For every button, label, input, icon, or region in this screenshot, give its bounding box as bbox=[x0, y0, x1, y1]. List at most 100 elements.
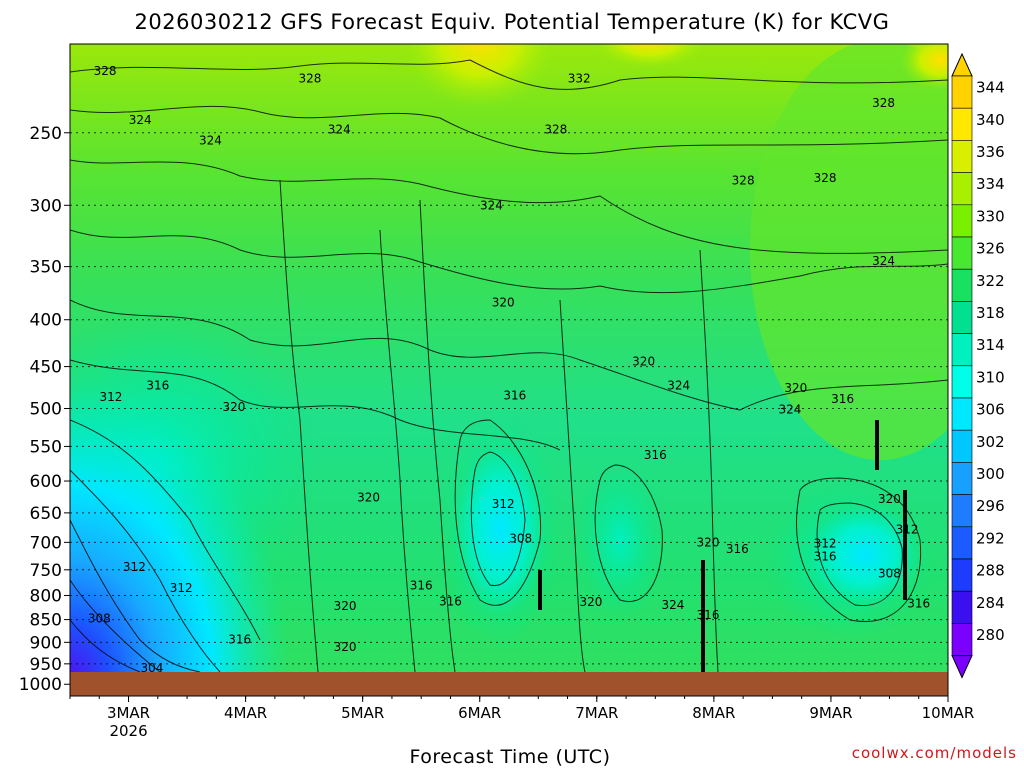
colorbar-swatch bbox=[951, 333, 973, 367]
ground-surface bbox=[70, 672, 948, 696]
contour-label: 320 bbox=[334, 599, 357, 613]
y-tick-label: 600 bbox=[30, 472, 62, 492]
contour-label: 328 bbox=[872, 96, 895, 110]
y-tick-label: 400 bbox=[30, 311, 62, 331]
contour-label: 328 bbox=[299, 71, 322, 85]
y-tick-label: 550 bbox=[30, 437, 62, 457]
colorbar-swatch bbox=[951, 365, 973, 399]
colorbar-label: 340 bbox=[976, 111, 1005, 129]
colorbar-label: 344 bbox=[976, 79, 1005, 97]
colorbar-label: 330 bbox=[976, 207, 1005, 225]
y-tick-label: 800 bbox=[30, 586, 62, 606]
colorbar-swatch bbox=[951, 526, 973, 560]
contour-label: 316 bbox=[439, 594, 462, 608]
contour-label: 316 bbox=[410, 578, 433, 592]
plot-field: 328 328 332 328 324 324 324 328 328 328 324 324 320 3… bbox=[70, 44, 948, 672]
y-tick-label: 1000 bbox=[19, 675, 62, 695]
y-tick-label: 900 bbox=[30, 633, 62, 653]
y-tick-label: 350 bbox=[30, 258, 62, 278]
colorbar-swatch bbox=[951, 397, 973, 431]
x-axis-label: Forecast Time (UTC) bbox=[410, 746, 611, 768]
x-tick-sublabel: 2026 bbox=[109, 722, 147, 740]
contour-labels: 328 328 332 328 324 324 324 328 328 328 324 324 320 3… bbox=[88, 64, 930, 672]
colorbar-label: 288 bbox=[976, 562, 1005, 580]
contour-label: 324 bbox=[872, 254, 895, 268]
contour-label: 320 bbox=[357, 490, 380, 504]
colorbar-top-arrow bbox=[951, 52, 973, 77]
warm-top-center-2 bbox=[590, 44, 710, 70]
contour-label: 324 bbox=[129, 113, 152, 127]
chart-title: 2026030212 GFS Forecast Equiv. Potential… bbox=[135, 10, 890, 34]
colorbar-swatch bbox=[951, 140, 973, 173]
contour-label: 312 bbox=[170, 581, 193, 595]
contour-label: 332 bbox=[568, 71, 591, 85]
colorbar-label: 306 bbox=[976, 401, 1005, 419]
colorbar: 344 340 336 334 330 326 322 318 314 310 306 302 300 2… bbox=[951, 52, 1005, 679]
cold-mid bbox=[455, 445, 545, 615]
x-tick-label: 3MAR bbox=[107, 704, 150, 722]
y-tick-label: 250 bbox=[30, 124, 62, 144]
contour-label: 324 bbox=[779, 402, 802, 416]
contour-label: 316 bbox=[697, 608, 720, 622]
contour-label: 320 bbox=[878, 492, 901, 506]
tight-gradient-lines bbox=[538, 420, 907, 672]
colorbar-label: 334 bbox=[976, 175, 1005, 193]
colorbar-label: 292 bbox=[976, 529, 1005, 547]
y-tick-label: 750 bbox=[30, 561, 62, 581]
contour-label: 316 bbox=[726, 542, 749, 556]
warm-top-center bbox=[400, 44, 560, 110]
colorbar-swatch bbox=[951, 494, 973, 528]
contour-label: 312 bbox=[123, 560, 146, 574]
contour-label: 316 bbox=[503, 389, 526, 403]
contour-label: 324 bbox=[328, 123, 351, 137]
colorbar-swatch bbox=[951, 623, 973, 656]
y-axis: 2503003504004505005506006507007508008509… bbox=[19, 124, 70, 695]
contour-label: 308 bbox=[509, 531, 532, 545]
y-tick-label: 500 bbox=[30, 400, 62, 420]
colorbar-swatch bbox=[951, 107, 973, 141]
contour-label: 312 bbox=[896, 523, 919, 537]
x-tick-label: 4MAR bbox=[224, 704, 267, 722]
contour-label: 328 bbox=[94, 64, 117, 78]
colorbar-bottom-arrow bbox=[951, 655, 973, 679]
contour-label: 320 bbox=[579, 595, 602, 609]
gridlines bbox=[70, 132, 948, 665]
colorbar-label: 318 bbox=[976, 304, 1005, 322]
x-tick-label: 8MAR bbox=[692, 704, 735, 722]
contour-label: 308 bbox=[878, 566, 901, 580]
credit-text: coolwx.com/models bbox=[852, 744, 1017, 762]
colorbar-swatch bbox=[951, 462, 973, 495]
warm-upper-right bbox=[750, 44, 948, 460]
contour-label: 312 bbox=[100, 390, 123, 404]
contour-label: 316 bbox=[814, 549, 837, 563]
y-tick-label: 450 bbox=[30, 358, 62, 378]
contour-label: 312 bbox=[814, 536, 837, 550]
colorbar-label: 310 bbox=[976, 368, 1005, 386]
y-tick-label: 950 bbox=[30, 655, 62, 675]
contour-label: 320 bbox=[632, 354, 655, 368]
y-tick-label: 850 bbox=[30, 611, 62, 631]
contour-label: 320 bbox=[334, 640, 357, 654]
colorbar-label: 302 bbox=[976, 433, 1005, 451]
contour-lines bbox=[70, 59, 948, 672]
contour-label: 320 bbox=[492, 295, 515, 309]
colorbar-swatch bbox=[951, 172, 973, 206]
colorbar-label: 284 bbox=[976, 594, 1005, 612]
colorbar-swatch bbox=[951, 236, 973, 270]
colorbar-label: 314 bbox=[976, 336, 1005, 354]
x-tick-label: 10MAR bbox=[922, 704, 975, 722]
colorbar-swatch bbox=[951, 268, 973, 302]
colorbar-swatch bbox=[951, 429, 973, 463]
contour-label: 320 bbox=[222, 400, 245, 414]
colorbar-swatch bbox=[951, 75, 973, 109]
y-tick-label: 300 bbox=[30, 196, 62, 216]
cold-lower-left bbox=[70, 380, 290, 672]
colorbar-swatch bbox=[951, 204, 973, 238]
contour-label: 328 bbox=[544, 123, 567, 137]
contour-label: 320 bbox=[784, 381, 807, 395]
contour-label: 324 bbox=[667, 379, 690, 393]
contour-label: 328 bbox=[814, 171, 837, 185]
contour-label: 316 bbox=[907, 596, 930, 610]
